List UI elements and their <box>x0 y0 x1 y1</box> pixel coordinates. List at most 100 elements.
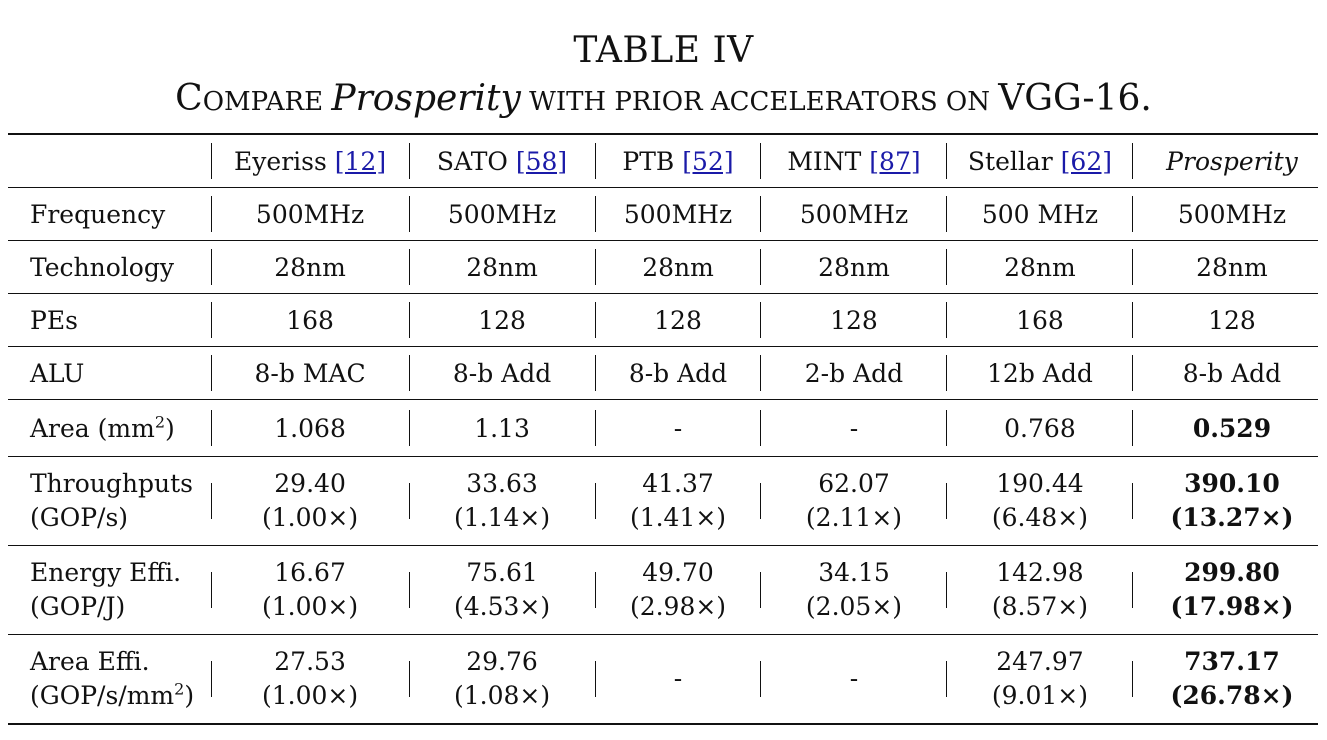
cell-ratio: (17.98×) <box>1170 592 1294 621</box>
row-label: Throughputs (GOP/s) <box>8 456 199 546</box>
col-separator <box>198 545 225 635</box>
row-label: Area (mm2) <box>8 399 199 457</box>
col-separator <box>582 240 609 294</box>
col-separator <box>933 293 960 347</box>
caption-model: VGG-16. <box>998 78 1152 119</box>
col-separator <box>582 399 609 457</box>
table-cell-best: 737.17 (26.78×) <box>1145 634 1318 725</box>
col-separator <box>748 456 774 546</box>
cell-ratio: (2.05×) <box>805 592 903 621</box>
table-row-energy: Energy Effi. (GOP/J) 16.67 (1.00×) 75.61 (4… <box>8 545 1318 635</box>
table-cell: 8-b Add <box>608 346 748 400</box>
col-separator <box>933 240 960 294</box>
row-label-line2: (GOP/s) <box>30 503 129 532</box>
cell-ratio: (26.78×) <box>1170 681 1294 710</box>
table-cell: 29.76 (1.08×) <box>422 634 583 725</box>
cell-ratio: (8.57×) <box>991 592 1088 621</box>
row-label-line1: Area Effi. <box>30 647 150 676</box>
col-separator <box>582 133 609 188</box>
row-label-sup: 2 <box>174 679 185 699</box>
table-cell: 500MHz <box>1145 187 1318 241</box>
cell-ratio: (1.41×) <box>629 503 727 532</box>
table-cell-best: 299.80 (17.98×) <box>1145 545 1318 635</box>
header-name: PTB <box>622 146 675 176</box>
col-separator <box>748 634 774 725</box>
row-label-line1: Energy Effi. <box>30 558 182 587</box>
table-cell: 128 <box>422 293 583 347</box>
table-cell: 128 <box>608 293 748 347</box>
cell-value: 29.76 <box>466 647 538 676</box>
table-cell: - <box>773 399 934 457</box>
col-separator <box>1119 240 1146 294</box>
col-separator <box>582 545 609 635</box>
cell-value: 49.70 <box>642 558 714 587</box>
col-separator <box>396 133 423 188</box>
table-row-alu: ALU 8-b MAC 8-b Add 8-b Add 2-b Add 12b … <box>8 346 1318 400</box>
table-row-technology: Technology 28nm 28nm 28nm 28nm 28nm 28nm <box>8 240 1318 294</box>
row-label: Energy Effi. (GOP/J) <box>8 545 199 635</box>
row-label-end: ) <box>165 413 175 443</box>
table-cell: 168 <box>959 293 1120 347</box>
cell-value: 33.63 <box>466 469 538 498</box>
citation-link[interactable]: [52] <box>682 146 734 176</box>
table-cell: 49.70 (2.98×) <box>608 545 748 635</box>
cell-value: 62.07 <box>818 469 890 498</box>
row-label: Technology <box>8 240 199 294</box>
table-number: TABLE IV <box>573 30 754 71</box>
citation-link[interactable]: [12] <box>334 146 387 176</box>
table-cell: 500MHz <box>422 187 583 241</box>
col-separator <box>748 346 774 400</box>
col-separator <box>933 346 960 400</box>
row-label-line2-text: (GOP/s/mm <box>30 681 175 710</box>
table-cell: 62.07 (2.11×) <box>773 456 934 546</box>
col-separator <box>396 240 423 294</box>
caption-initial: C <box>175 78 203 119</box>
header-eyeriss: Eyeriss [12] <box>224 133 397 188</box>
table-cell: 8-b Add <box>422 346 583 400</box>
table-cell: 75.61 (4.53×) <box>422 545 583 635</box>
cell-value: 29.40 <box>274 469 346 498</box>
table-cell: 168 <box>224 293 397 347</box>
cell-value: 75.61 <box>466 558 538 587</box>
col-separator <box>933 634 960 725</box>
table-cell: - <box>608 634 748 725</box>
cell-ratio: (1.00×) <box>262 503 359 532</box>
col-separator <box>748 399 774 457</box>
header-name: Stellar <box>967 146 1053 176</box>
col-separator <box>198 187 225 241</box>
cell-ratio: (9.01×) <box>991 681 1088 710</box>
col-separator <box>198 346 225 400</box>
header-name: SATO <box>436 146 508 176</box>
col-separator <box>1119 399 1146 457</box>
col-separator <box>748 293 774 347</box>
col-separator <box>396 293 423 347</box>
cell-value: 16.67 <box>274 558 346 587</box>
col-separator <box>396 545 423 635</box>
citation-link[interactable]: [58] <box>515 146 568 176</box>
col-separator <box>748 545 774 635</box>
table-cell: 190.44 (6.48×) <box>959 456 1120 546</box>
col-separator <box>1119 133 1146 188</box>
col-separator <box>198 399 225 457</box>
col-separator <box>933 133 960 188</box>
cell-ratio: (2.11×) <box>805 503 903 532</box>
citation-link[interactable]: [62] <box>1060 146 1112 176</box>
col-separator <box>198 634 225 725</box>
table-cell: 1.068 <box>224 399 397 457</box>
col-separator <box>582 346 609 400</box>
table-cell: 28nm <box>608 240 748 294</box>
table-row-frequency: Frequency 500MHz 500MHz 500MHz 500MHz 50… <box>8 187 1318 241</box>
row-label-sup: 2 <box>154 412 166 432</box>
table-cell: 28nm <box>422 240 583 294</box>
table-cell: 128 <box>773 293 934 347</box>
citation-link[interactable]: [87] <box>869 146 921 176</box>
table-cell: 500MHz <box>773 187 934 241</box>
col-separator <box>1119 346 1146 400</box>
table-cell: 500MHz <box>608 187 748 241</box>
row-label: ALU <box>8 346 199 400</box>
col-separator <box>198 293 225 347</box>
table-cell: 12b Add <box>959 346 1120 400</box>
header-name: MINT <box>787 146 862 176</box>
table-cell: 128 <box>1145 293 1318 347</box>
cell-ratio: (1.00×) <box>262 592 359 621</box>
